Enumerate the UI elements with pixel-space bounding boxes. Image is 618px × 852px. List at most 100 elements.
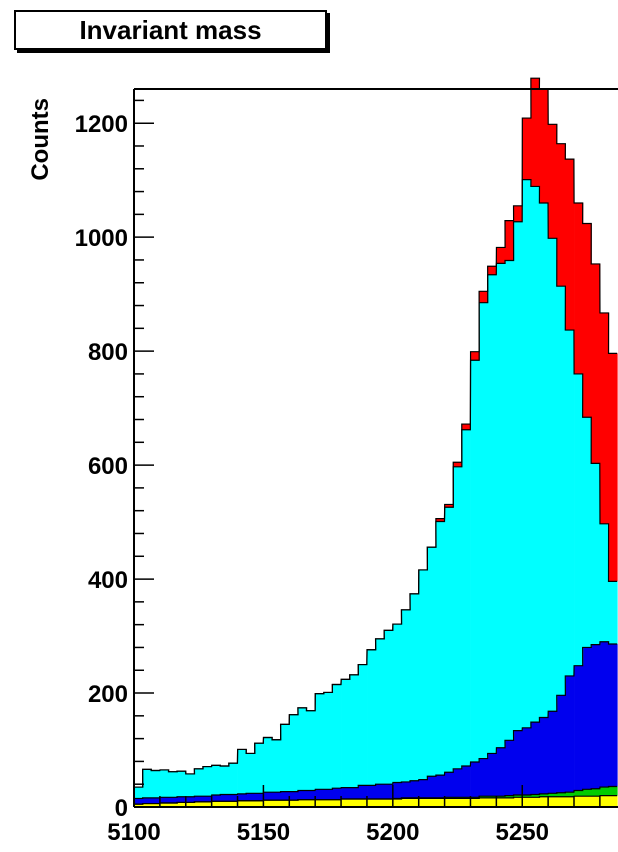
bar-series0-bin8 — [202, 801, 213, 807]
bar-series2-bin22 — [323, 789, 333, 800]
bar-series3-bin20 — [306, 710, 316, 791]
bar-series3-bin28 — [375, 638, 385, 785]
bar-series3-bin5 — [177, 771, 187, 797]
y-tick-label-800: 800 — [88, 339, 128, 366]
bar-series3-bin3 — [159, 769, 170, 798]
bar-series4-bin45 — [522, 118, 532, 180]
bar-series0-bin53 — [591, 796, 601, 807]
bar-series2-bin20 — [306, 790, 316, 800]
histogram-outline — [134, 77, 618, 805]
bar-series4-bin40 — [479, 291, 489, 303]
bar-series4-bin50 — [565, 159, 575, 331]
stacked-bars — [134, 78, 618, 807]
bar-series0-bin1 — [142, 803, 152, 807]
bar-series2-bin23 — [332, 788, 342, 800]
bar-series2-bin47 — [539, 717, 549, 794]
bar-series3-bin36 — [444, 507, 454, 773]
bar-series3-bin35 — [435, 521, 445, 776]
bar-series0-bin40 — [479, 797, 489, 807]
bar-series2-bin16 — [272, 792, 282, 801]
bar-series0-bin25 — [349, 799, 359, 807]
bar-series1-bin46 — [530, 794, 540, 798]
bar-series2-bin50 — [565, 675, 575, 793]
bar-series2-bin27 — [367, 785, 377, 800]
bar-series0-bin19 — [297, 799, 308, 807]
bar-series3-bin9 — [211, 765, 221, 796]
bar-series0-bin31 — [401, 798, 411, 807]
bar-series0-bin12 — [237, 800, 247, 807]
bar-series0-bin35 — [435, 798, 445, 807]
bar-series2-bin36 — [444, 772, 454, 798]
bar-series3-bin31 — [401, 609, 411, 782]
x-tick-label-5250: 5250 — [496, 819, 549, 846]
bar-series0-bin36 — [444, 798, 454, 807]
bar-series1-bin43 — [504, 795, 515, 798]
bar-series1-bin53 — [591, 788, 601, 797]
bar-series3-bin11 — [228, 763, 238, 795]
bar-series3-bin37 — [453, 466, 463, 769]
bar-series4-bin38 — [461, 424, 471, 430]
bar-series1-bin48 — [548, 793, 558, 797]
bar-series4-bin52 — [582, 223, 592, 418]
bar-series2-bin26 — [358, 785, 368, 800]
bar-series4-bin49 — [556, 143, 566, 287]
bar-series3-bin6 — [185, 773, 195, 797]
bar-series0-bin41 — [487, 797, 497, 807]
series-outline-1 — [134, 785, 618, 805]
bar-series0-bin29 — [384, 799, 394, 807]
x-tick-label-5150: 5150 — [237, 819, 290, 846]
x-ticks: 5100 5150 5200 5250 — [107, 785, 601, 846]
bar-series2-bin30 — [392, 782, 403, 799]
bar-series2-bin46 — [530, 722, 540, 795]
bar-series0-bin32 — [409, 798, 420, 807]
bar-series1-bin47 — [539, 793, 549, 797]
bar-series2-bin43 — [504, 740, 515, 796]
bar-series2-bin55 — [608, 644, 618, 787]
bar-series2-bin53 — [591, 644, 601, 789]
bar-series3-bin39 — [470, 360, 480, 762]
bar-series0-bin49 — [556, 796, 566, 807]
bar-series0-bin20 — [306, 799, 316, 807]
bar-series3-bin45 — [522, 179, 532, 728]
bar-series2-bin8 — [202, 796, 213, 802]
bar-series2-bin11 — [228, 794, 238, 802]
bar-series2-bin37 — [453, 768, 463, 798]
x-tick-label-5100: 5100 — [107, 819, 160, 846]
bar-series0-bin38 — [461, 798, 471, 807]
bar-series1-bin51 — [574, 790, 584, 797]
bar-series0-bin11 — [228, 801, 238, 807]
bar-series0-bin45 — [522, 797, 532, 807]
bar-series4-bin35 — [435, 518, 445, 522]
y-tick-label-0: 0 — [115, 795, 128, 822]
bar-series2-bin51 — [574, 665, 584, 791]
bar-series0-bin42 — [496, 797, 506, 807]
bar-series2-bin40 — [479, 758, 489, 797]
bar-series0-bin15 — [263, 800, 273, 807]
bar-series3-bin54 — [599, 523, 610, 642]
bar-series3-bin29 — [384, 630, 394, 785]
bar-series0-bin43 — [504, 797, 515, 807]
bar-series3-bin8 — [202, 766, 213, 797]
bar-series3-bin2 — [151, 770, 161, 798]
bar-series0-bin6 — [185, 802, 195, 807]
bar-series0-bin16 — [272, 800, 282, 807]
bar-series4-bin39 — [470, 351, 480, 361]
chart-title: Invariant mass — [14, 10, 327, 50]
bar-series1-bin42 — [496, 796, 506, 798]
bar-series4-bin47 — [539, 89, 549, 203]
bar-series2-bin15 — [263, 792, 273, 801]
bar-series2-bin41 — [487, 753, 497, 797]
bar-series4-bin54 — [599, 312, 610, 524]
y-tick-label-1000: 1000 — [75, 225, 128, 252]
bar-series0-bin24 — [341, 799, 351, 807]
bar-series0-bin50 — [565, 796, 575, 807]
bar-series0-bin47 — [539, 796, 549, 807]
bar-series4-bin46 — [530, 78, 540, 187]
bar-series3-bin48 — [548, 238, 558, 712]
bar-series2-bin31 — [401, 781, 411, 798]
bar-series4-bin37 — [453, 462, 463, 467]
y-tick-label-200: 200 — [88, 681, 128, 708]
bar-series0-bin46 — [530, 797, 540, 807]
bar-series3-bin10 — [220, 765, 230, 795]
